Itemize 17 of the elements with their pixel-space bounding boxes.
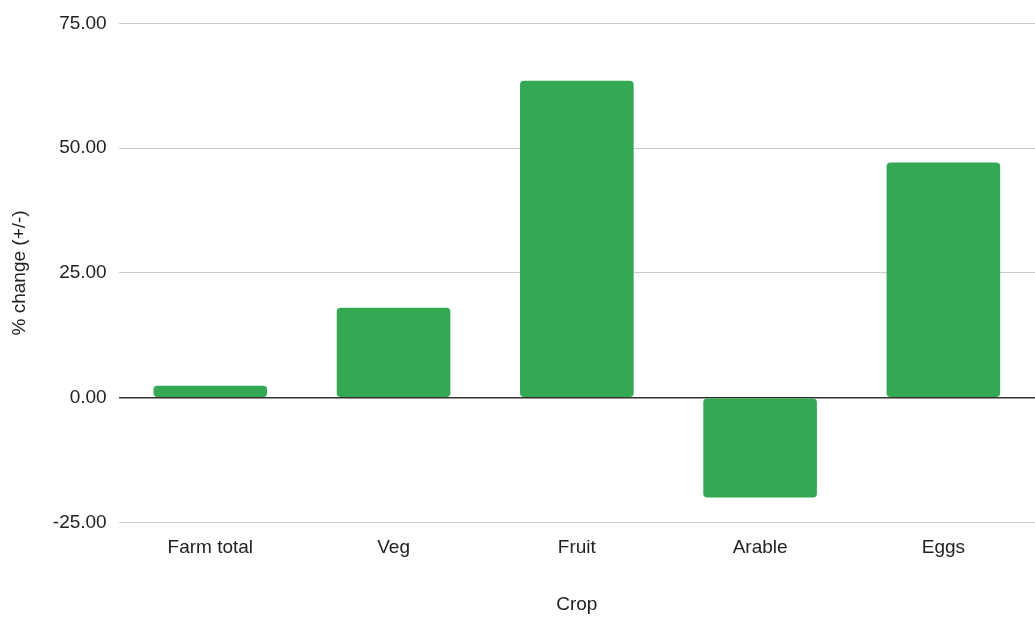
x-tick-label: Arable [732, 536, 788, 558]
bar [520, 80, 634, 397]
y-tick-label: 50.00 [59, 136, 107, 158]
x-tick-label: Eggs [921, 536, 966, 558]
x-tick-label: Farm total [167, 536, 254, 558]
bar [886, 162, 1001, 397]
x-tick-label: Fruit [557, 536, 597, 558]
bar [703, 398, 817, 498]
y-tick-label: 25.00 [59, 261, 107, 283]
y-tick-label: 0.00 [69, 385, 107, 407]
x-axis-title: Crop [556, 592, 598, 614]
bar [153, 385, 268, 397]
y-tick-label: 75.00 [59, 11, 107, 33]
x-tick-label: Veg [377, 536, 410, 558]
bar [336, 307, 451, 397]
y-axis-title: % change (+/-) [7, 210, 29, 336]
y-tick-label: -25.00 [52, 510, 107, 532]
